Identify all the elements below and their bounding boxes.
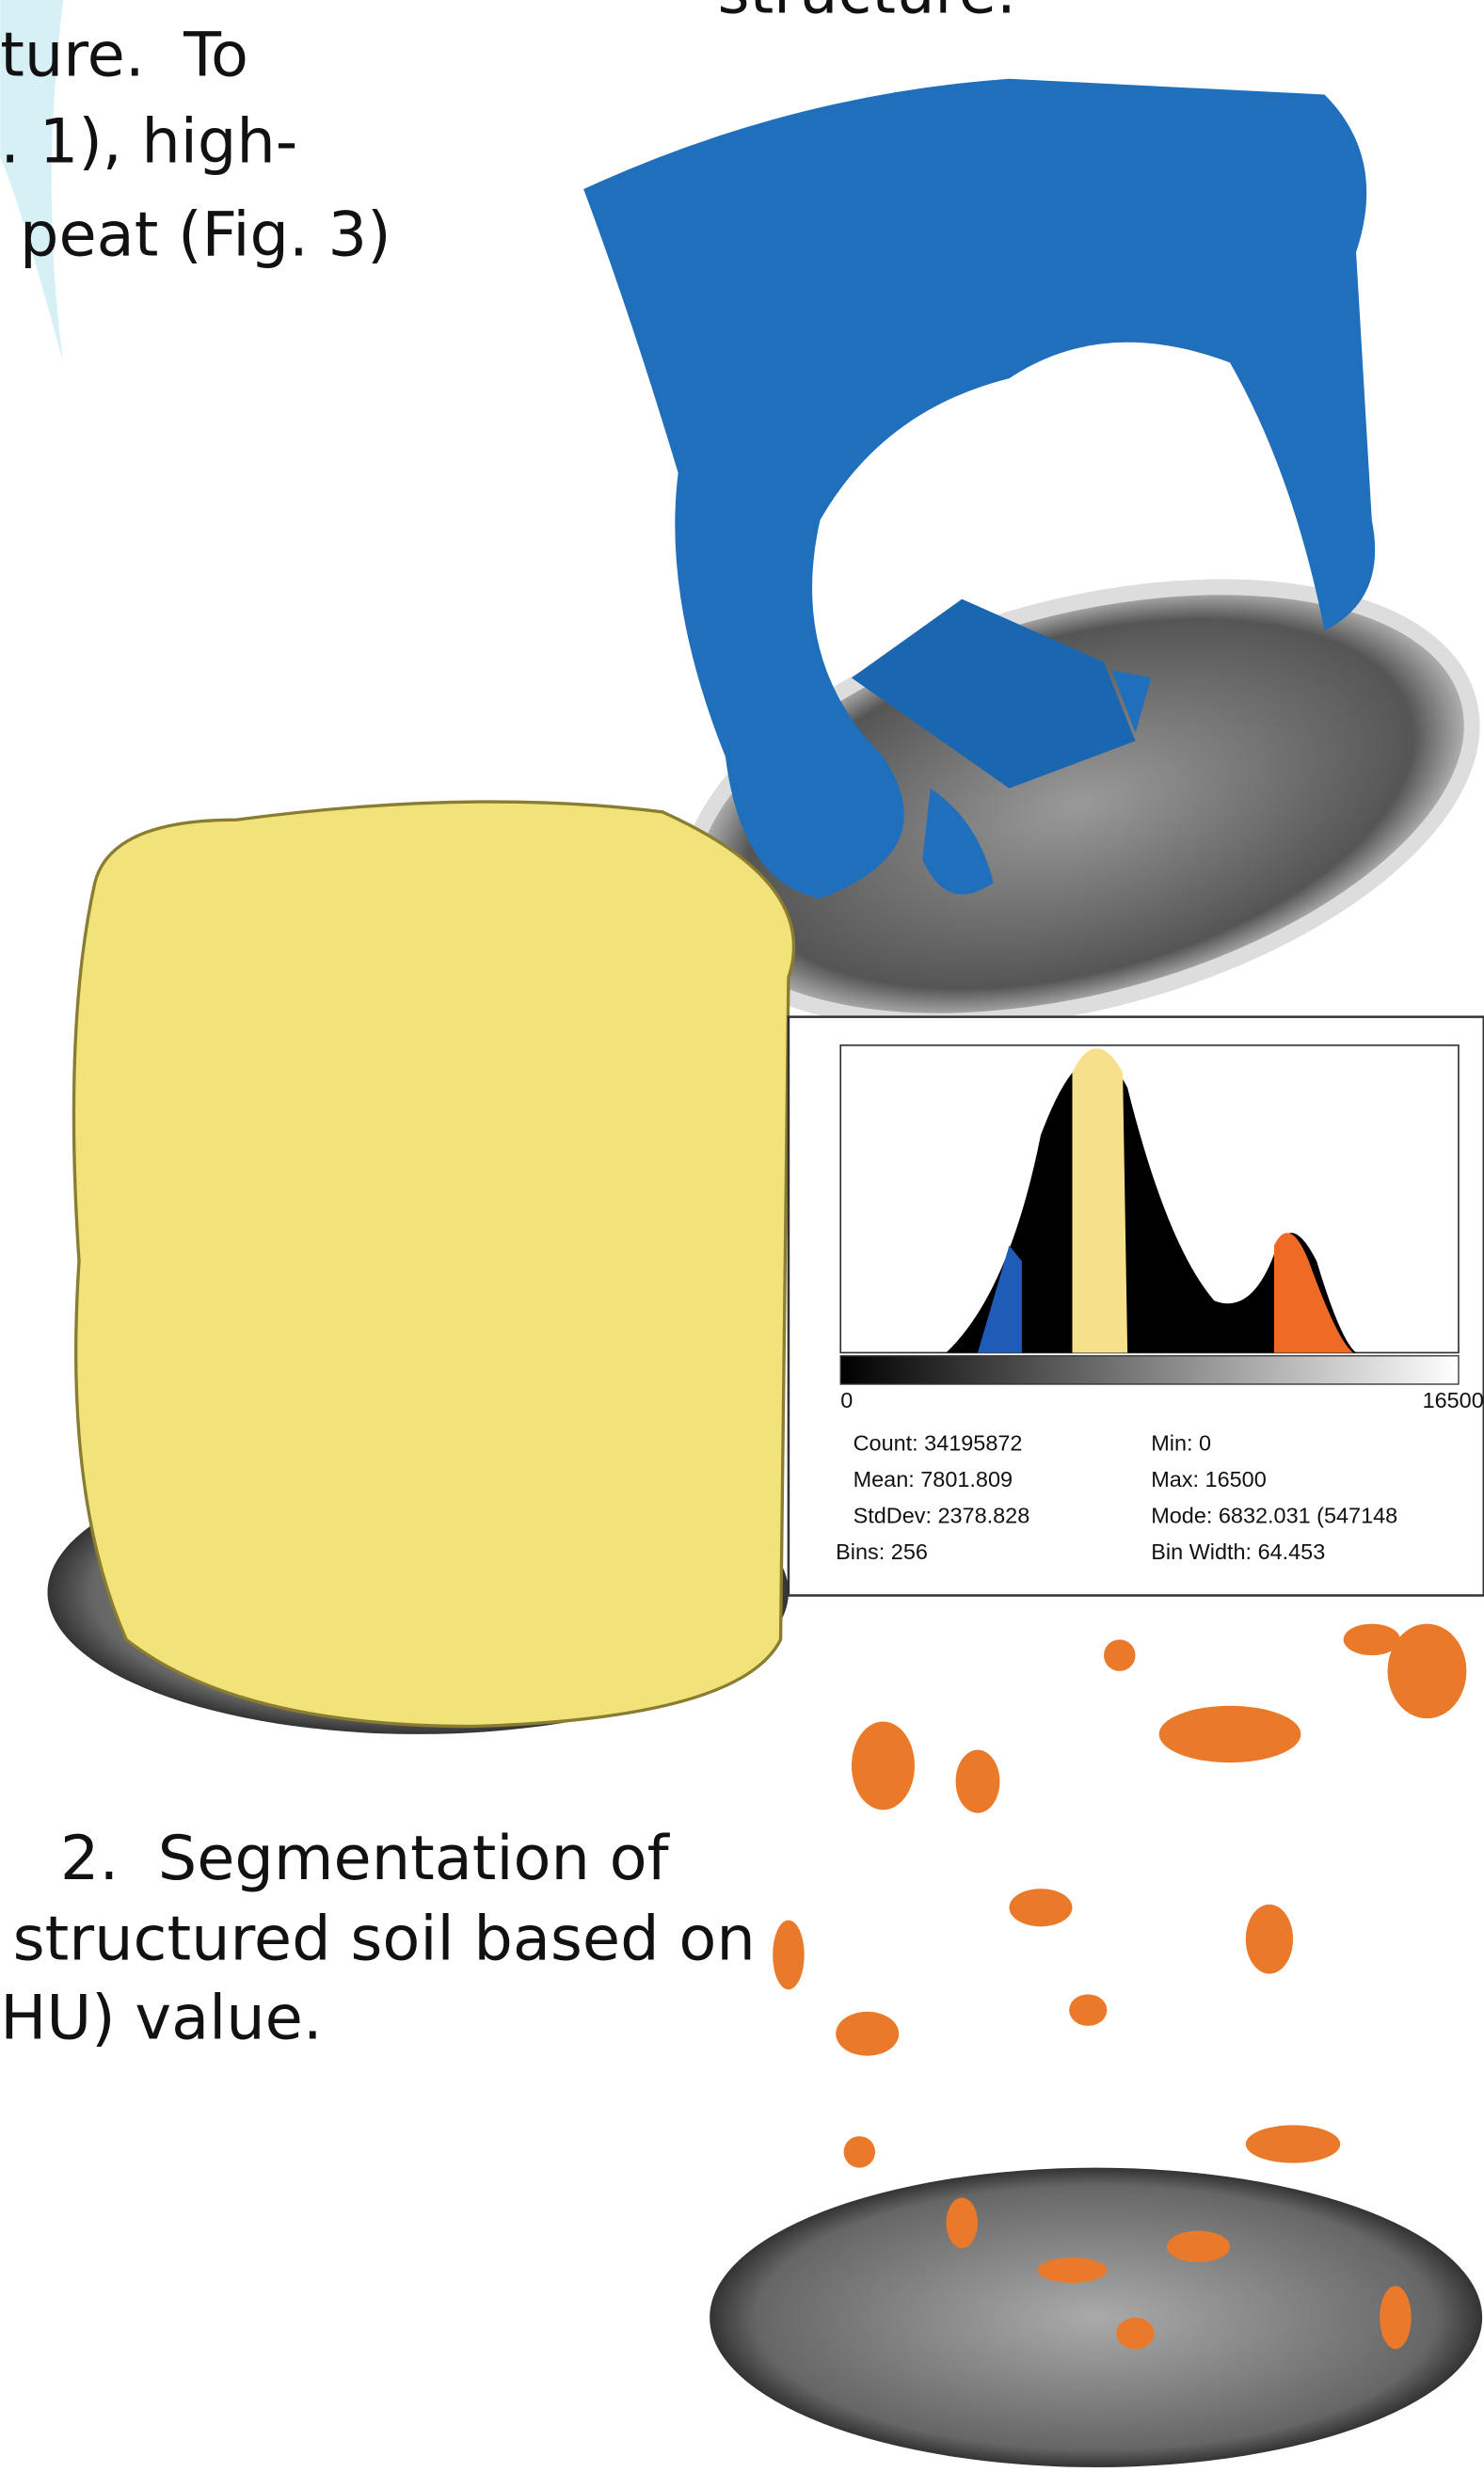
stat: StdDev: 2378.828 bbox=[854, 1503, 1030, 1527]
histogram-inset: 0 16500 Count: 34195872 Min: 0 Mean: 780… bbox=[789, 1017, 1484, 1596]
stat: Bin Width: 64.453 bbox=[1151, 1539, 1325, 1564]
stat: Bins: 256 bbox=[836, 1539, 928, 1564]
body: structure. ture. To . 1), high- peat (Fi… bbox=[0, 0, 1484, 2472]
axis-max: 16500 bbox=[1423, 1388, 1484, 1412]
caption: 2. Segmentation of bbox=[60, 1823, 671, 1894]
figure: structure. ture. To . 1), high- peat (Fi… bbox=[0, 0, 1484, 2472]
caption: HU) value. bbox=[0, 1982, 322, 2053]
body-text: . 1), high- bbox=[0, 106, 297, 178]
page: Soil CT segmentation figure {"top_text":… bbox=[0, 0, 1484, 2472]
orange-render bbox=[710, 1624, 1482, 2467]
body-text: ture. To bbox=[0, 19, 248, 90]
stat: Mode: 6832.031 (547148 bbox=[1151, 1503, 1397, 1527]
yellow-render bbox=[47, 802, 793, 1734]
caption: structured soil based on bbox=[13, 1904, 756, 1975]
axis-min: 0 bbox=[840, 1388, 853, 1412]
body-text: peat (Fig. 3) bbox=[0, 199, 391, 270]
stat: Mean: 7801.809 bbox=[854, 1467, 1013, 1491]
cut-text: structure. bbox=[718, 0, 1016, 27]
stat: Min: 0 bbox=[1151, 1430, 1211, 1455]
stat: Count: 34195872 bbox=[854, 1430, 1023, 1455]
stat: Max: 16500 bbox=[1151, 1467, 1266, 1491]
